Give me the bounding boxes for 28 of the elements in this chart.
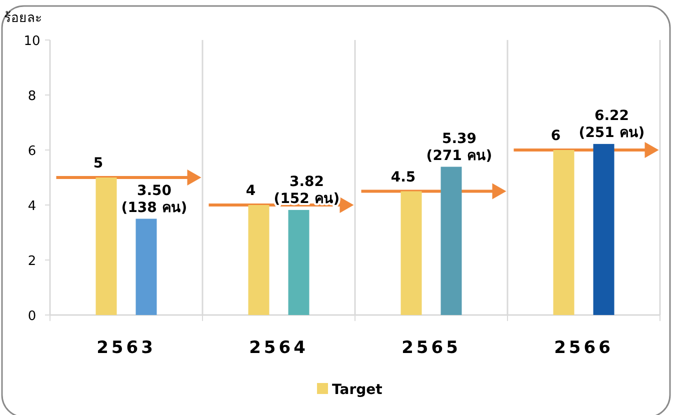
x-tick-label: 2563	[96, 338, 156, 358]
y-tick-label: 8	[28, 89, 36, 104]
data-label: 3.82 (152 คน)	[274, 174, 340, 207]
data-label: 6	[550, 128, 561, 144]
y-tick-label: 0	[28, 309, 36, 324]
bar	[136, 218, 157, 315]
data-label: 5	[93, 156, 104, 172]
bar	[440, 166, 462, 315]
y-tick-label: 10	[24, 34, 40, 49]
data-label: 4	[246, 183, 256, 199]
y-axis-title: ร้อยละ	[4, 11, 42, 26]
bar	[593, 144, 614, 315]
x-tick-label: 2564	[249, 338, 308, 358]
legend-label: Target	[332, 382, 383, 398]
data-label: 4.5	[390, 169, 416, 186]
data-label: 5.39 (271 คน)	[426, 130, 492, 164]
bar	[248, 205, 270, 315]
bar	[400, 191, 422, 315]
x-tick-label: 2566	[554, 338, 614, 358]
bar	[96, 178, 117, 315]
bar	[288, 210, 310, 315]
bar	[553, 150, 574, 315]
x-tick-label: 2565	[402, 338, 461, 358]
y-tick-label: 6	[28, 144, 36, 159]
data-label: 3.50 (138 คน)	[121, 182, 188, 216]
y-tick-label: 4	[28, 199, 36, 214]
data-label: 6.22 (251 คน)	[578, 108, 645, 141]
y-tick-label: 2	[28, 254, 36, 269]
